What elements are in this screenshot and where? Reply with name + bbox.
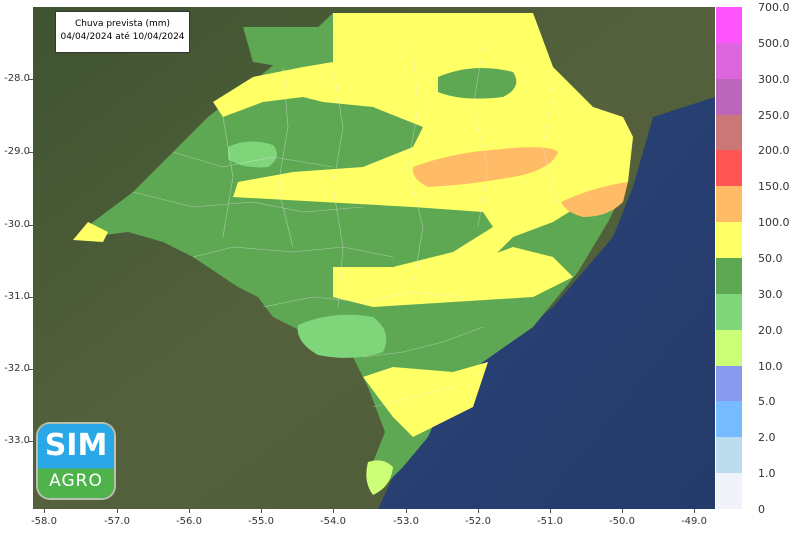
legend-swatch [716, 293, 742, 331]
lon-label: -56.0 [176, 516, 202, 527]
rain-zone-100-north [213, 13, 633, 287]
lat-label: -29.0 [4, 146, 30, 157]
lon-label: -57.0 [104, 516, 130, 527]
rain-zone-50-patch-mid [243, 27, 333, 67]
lat-tick [29, 369, 33, 370]
legend-label: 50.0 [758, 252, 783, 265]
sim-agro-logo: SIM AGRO [38, 424, 114, 498]
lat-label: -31.0 [4, 291, 30, 302]
map-date-range: 04/04/2024 até 10/04/2024 [60, 32, 185, 42]
legend-label: 10.0 [758, 359, 783, 373]
lon-tick [189, 509, 190, 513]
lat-label: -28.0 [4, 73, 30, 84]
map-title-box: Chuva prevista (mm) 04/04/2024 até 10/04… [55, 11, 190, 53]
map-title: Chuva prevista (mm) [74, 19, 171, 29]
lon-label: -51.0 [537, 516, 563, 527]
rain-zone-30-b [228, 141, 277, 168]
lon-tick [622, 509, 623, 513]
lat-tick [29, 297, 33, 298]
map-canvas [33, 7, 715, 509]
lat-label: -33.0 [4, 435, 30, 446]
legend-swatch [716, 150, 742, 187]
lon-label: -50.0 [609, 516, 635, 527]
rain-zone-100-south [363, 362, 488, 437]
legend-label: 200.0 [758, 144, 790, 158]
legend-swatch [716, 114, 742, 151]
lon-tick [261, 509, 262, 513]
lat-label: -32.0 [4, 363, 30, 374]
legend-label: 500.0 [758, 36, 790, 50]
lon-tick [333, 509, 334, 513]
legend-swatch [716, 78, 742, 116]
legend-swatch [716, 42, 742, 80]
logo-sim-text: SIM [44, 428, 108, 463]
legend-label: 20.0 [758, 323, 783, 337]
rain-zone-30-a [297, 314, 387, 358]
lon-tick [550, 509, 551, 513]
legend-swatch [716, 258, 742, 295]
lon-tick [406, 509, 407, 513]
legend-swatch [716, 365, 742, 402]
lon-tick [478, 509, 479, 513]
legend-swatch [716, 329, 742, 367]
lon-label: -49.0 [681, 516, 707, 527]
legend-label: 150.0 [758, 180, 790, 194]
legend-label: 1.0 [758, 467, 776, 481]
legend-label: 100.0 [758, 216, 790, 230]
lon-tick [694, 509, 695, 513]
rain-zone-100-west [73, 222, 108, 242]
legend-swatch [716, 186, 742, 223]
lon-tick [44, 509, 45, 513]
lon-label: -54.0 [320, 516, 346, 527]
rainfall-legend [716, 7, 742, 510]
legend-swatch [716, 222, 742, 259]
rain-zone-150-a [412, 147, 558, 187]
legend-label: 300.0 [758, 72, 790, 86]
rain-zone-150-b [561, 182, 628, 217]
legend-swatch [716, 7, 742, 44]
legend-label: 700.0 [758, 1, 790, 14]
lat-tick [29, 152, 33, 153]
lat-tick [29, 79, 33, 80]
legend-label: 5.0 [758, 395, 776, 409]
legend-label: 30.0 [758, 287, 783, 301]
lon-label: -52.0 [465, 516, 491, 527]
legend-label-zero: 0 [758, 503, 765, 516]
lat-label: -30.0 [4, 219, 30, 230]
legend-swatch [716, 473, 742, 510]
legend-swatch [716, 401, 742, 438]
rain-zone-100-central [333, 247, 573, 307]
municipal-boundaries [132, 46, 559, 408]
lat-tick [29, 441, 33, 442]
legend-label: 2.0 [758, 431, 776, 445]
lon-label: -55.0 [248, 516, 274, 527]
lon-tick [117, 509, 118, 513]
lat-tick [29, 225, 33, 226]
rainfall-map[interactable] [33, 7, 715, 509]
lon-label: -58.0 [31, 516, 57, 527]
legend-swatch [716, 437, 742, 474]
logo-agro-text: AGRO [49, 471, 103, 491]
lon-label: -53.0 [393, 516, 419, 527]
rain-zone-20 [366, 460, 393, 495]
legend-label: 250.0 [758, 108, 790, 122]
